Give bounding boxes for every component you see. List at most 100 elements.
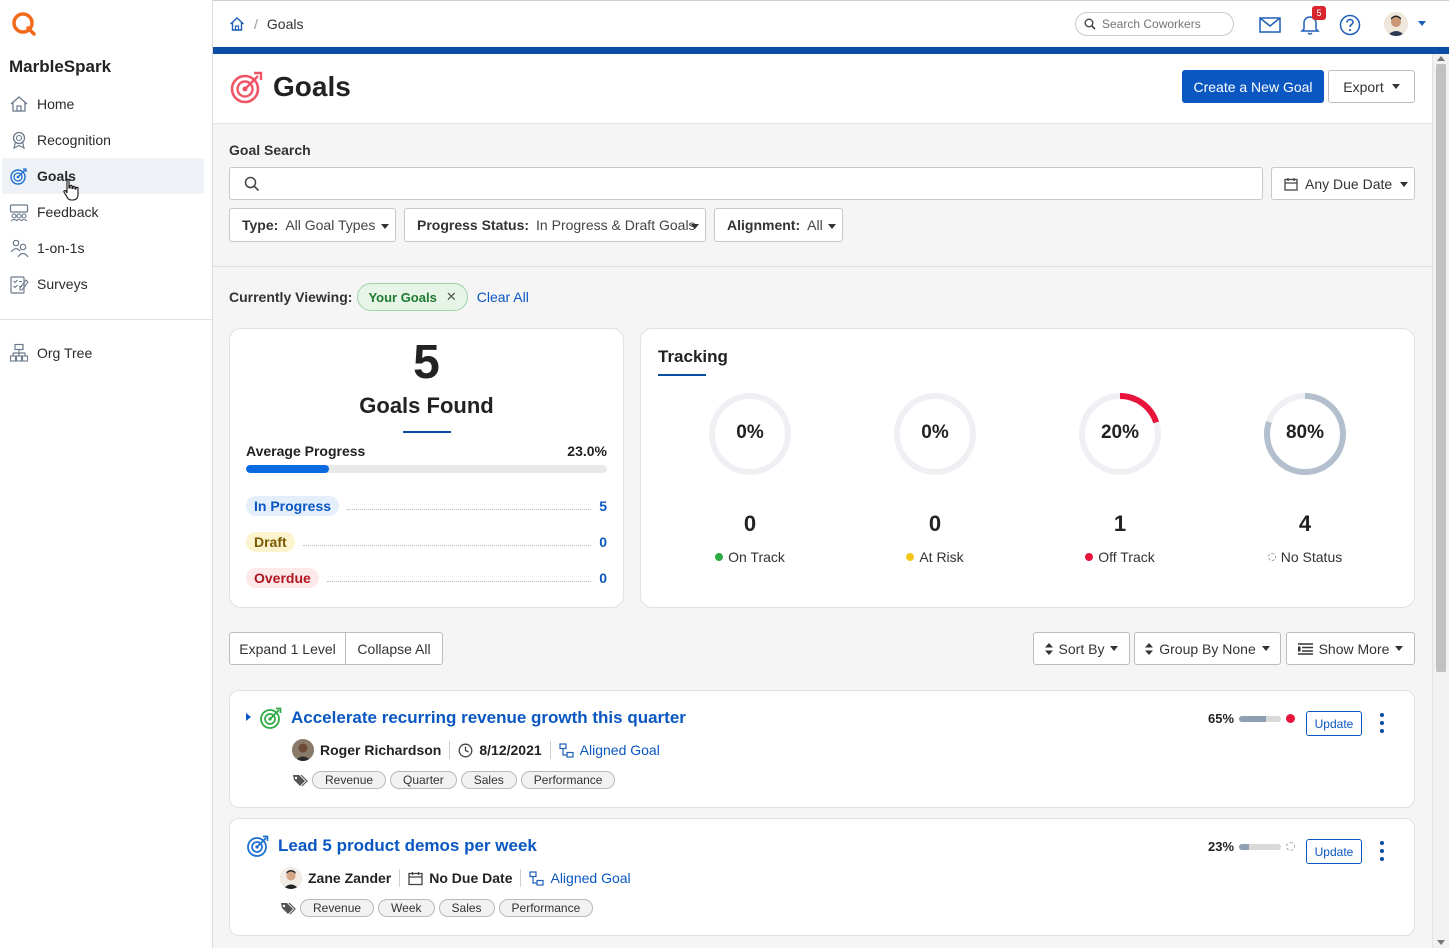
- goal-search-label: Goal Search: [229, 142, 311, 158]
- marblespark-logo-icon[interactable]: [11, 11, 37, 37]
- stat-row-draft[interactable]: Draft 0: [246, 531, 607, 553]
- aligned-goal-link[interactable]: Aligned Goal: [550, 870, 631, 886]
- vertical-scrollbar[interactable]: [1432, 54, 1449, 948]
- donut-gauge: [1264, 393, 1346, 475]
- goal-title-link[interactable]: Lead 5 product demos per week: [278, 836, 537, 855]
- goal-title-link[interactable]: Accelerate recurring revenue growth this…: [291, 708, 686, 727]
- sort-icon: [1145, 642, 1154, 655]
- tag[interactable]: Revenue: [312, 771, 387, 789]
- type-filter-dropdown[interactable]: Type: All Goal Types: [229, 208, 396, 242]
- goal-search-field[interactable]: [229, 167, 1263, 200]
- sidebar-item-feedback[interactable]: Feedback: [2, 194, 204, 230]
- tag[interactable]: Sales: [460, 771, 517, 789]
- owner-name: Zane Zander: [308, 870, 392, 886]
- home-icon: [9, 94, 29, 114]
- goal-card[interactable]: Lead 5 product demos per week Zane Zande…: [229, 818, 1415, 936]
- messages-icon[interactable]: [1258, 13, 1282, 37]
- more-options-icon[interactable]: [1378, 713, 1386, 733]
- aligned-goal-link[interactable]: Aligned Goal: [579, 742, 660, 758]
- show-more-button[interactable]: Show More: [1286, 632, 1415, 665]
- your-goals-filter-pill[interactable]: Your Goals ✕: [357, 283, 468, 311]
- accent-bar: [213, 47, 1449, 54]
- progress-status-filter-dropdown[interactable]: Progress Status: In Progress & Draft Goa…: [404, 208, 706, 242]
- expand-level-button[interactable]: Expand 1 Level: [229, 632, 346, 665]
- goals-found-count: 5: [413, 336, 440, 389]
- tag[interactable]: Performance: [520, 771, 616, 789]
- sidebar-item-goals[interactable]: Goals: [2, 158, 204, 194]
- chevron-down-icon: [1395, 646, 1404, 651]
- goal-progress-bar: [1239, 844, 1281, 850]
- average-progress-label: Average Progress: [246, 443, 366, 459]
- alignment-filter-dropdown[interactable]: Alignment: All: [714, 208, 843, 242]
- donut-gauge: [894, 393, 976, 475]
- donut-gauge: [1079, 393, 1161, 475]
- user-menu-chevron-down-icon[interactable]: [1418, 21, 1426, 26]
- sidebar-item-home[interactable]: Home: [2, 86, 204, 122]
- clear-all-link[interactable]: Clear All: [476, 289, 529, 305]
- dotted-leader: [347, 508, 592, 510]
- sidebar-item-org-tree[interactable]: Org Tree: [2, 335, 204, 371]
- chevron-down-icon: [1261, 646, 1270, 651]
- chevron-down-icon: [828, 224, 836, 229]
- update-button[interactable]: Update: [1306, 711, 1362, 736]
- sidebar-item-surveys[interactable]: Surveys: [2, 266, 204, 302]
- export-button[interactable]: Export: [1328, 70, 1415, 103]
- goals-icon: [9, 166, 29, 186]
- at-risk-dot-icon: [906, 553, 915, 561]
- search-coworkers-field[interactable]: [1075, 12, 1234, 36]
- goal-search-input[interactable]: [268, 175, 1262, 192]
- more-options-icon[interactable]: [1378, 841, 1386, 861]
- stat-row-overdue[interactable]: Overdue 0: [246, 567, 607, 589]
- tag[interactable]: Quarter: [390, 771, 457, 789]
- goal-search-panel: Goal Search Any Due Date Type: All Goal …: [213, 125, 1432, 267]
- stat-count: 0: [599, 570, 607, 586]
- update-button[interactable]: Update: [1306, 839, 1362, 864]
- owner-name: Roger Richardson: [320, 742, 442, 758]
- average-progress-bar: [246, 465, 607, 473]
- filter-value: In Progress & Draft Goals: [536, 217, 696, 233]
- no-status-dot-icon: [1267, 553, 1276, 561]
- pill-label: Your Goals: [368, 289, 437, 305]
- user-avatar[interactable]: [1384, 12, 1408, 36]
- create-goal-button[interactable]: Create a New Goal: [1182, 70, 1324, 103]
- scrollbar-thumb[interactable]: [1436, 64, 1446, 672]
- expand-chevron-right-icon[interactable]: [246, 713, 251, 721]
- search-coworkers-input[interactable]: [1102, 17, 1222, 31]
- currently-viewing-label: Currently Viewing:: [229, 289, 353, 305]
- due-date-dropdown[interactable]: Any Due Date: [1271, 167, 1415, 200]
- sidebar-item-1-on-1s[interactable]: 1-on-1s: [2, 230, 204, 266]
- goal-progress-bar: [1239, 716, 1281, 722]
- meta-divider: [520, 869, 522, 887]
- group-by-button[interactable]: Group By None: [1134, 632, 1281, 665]
- tag[interactable]: Revenue: [300, 899, 375, 917]
- one-on-one-icon: [9, 238, 29, 258]
- goal-meta: Roger Richardson 8/12/2021 Aligned Goal: [292, 739, 660, 761]
- stat-row-in-progress[interactable]: In Progress 5: [246, 495, 607, 517]
- home-breadcrumb-icon[interactable]: [229, 16, 245, 32]
- sidebar-item-recognition[interactable]: Recognition: [2, 122, 204, 158]
- tag[interactable]: Performance: [498, 899, 594, 917]
- filter-value: All Goal Types: [285, 217, 376, 233]
- gauge-no-status: 80%: [1262, 391, 1348, 477]
- scroll-down-icon[interactable]: [1437, 940, 1445, 945]
- gauge-label-no-status: No Status: [1235, 549, 1375, 565]
- tag[interactable]: Week: [378, 899, 435, 917]
- tag[interactable]: Sales: [438, 899, 495, 917]
- notification-badge: 5: [1312, 6, 1326, 20]
- tracking-card: Tracking 0% 0 On Track 0% 0 At Risk 20% …: [640, 328, 1415, 608]
- breadcrumb-current: Goals: [266, 16, 304, 32]
- collapse-all-button[interactable]: Collapse All: [345, 632, 443, 665]
- notifications-icon[interactable]: 5: [1298, 6, 1326, 37]
- goal-card[interactable]: Accelerate recurring revenue growth this…: [229, 690, 1415, 808]
- sort-by-button[interactable]: Sort By: [1033, 632, 1130, 665]
- status-badge: Draft: [246, 532, 295, 552]
- underline-divider: [658, 374, 706, 376]
- scroll-up-icon[interactable]: [1437, 56, 1445, 61]
- sidebar-divider: [0, 319, 212, 320]
- gauge-count: 0: [743, 511, 757, 536]
- due-date: 8/12/2021: [479, 742, 542, 758]
- help-icon[interactable]: [1338, 13, 1362, 37]
- close-icon[interactable]: ✕: [445, 289, 457, 304]
- off-track-dot-icon: [1085, 553, 1094, 561]
- top-bar: / Goals 5: [213, 0, 1449, 47]
